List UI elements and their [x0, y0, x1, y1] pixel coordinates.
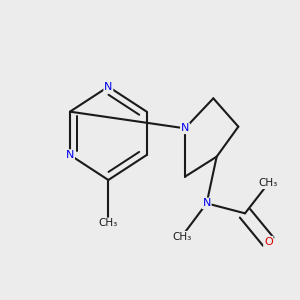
Text: N: N	[66, 150, 74, 160]
Text: N: N	[104, 82, 112, 92]
Text: CH₃: CH₃	[99, 218, 118, 228]
Text: CH₃: CH₃	[172, 232, 191, 242]
Text: N: N	[202, 198, 211, 208]
Text: N: N	[181, 123, 189, 133]
Text: O: O	[264, 237, 273, 247]
Text: CH₃: CH₃	[259, 178, 278, 188]
